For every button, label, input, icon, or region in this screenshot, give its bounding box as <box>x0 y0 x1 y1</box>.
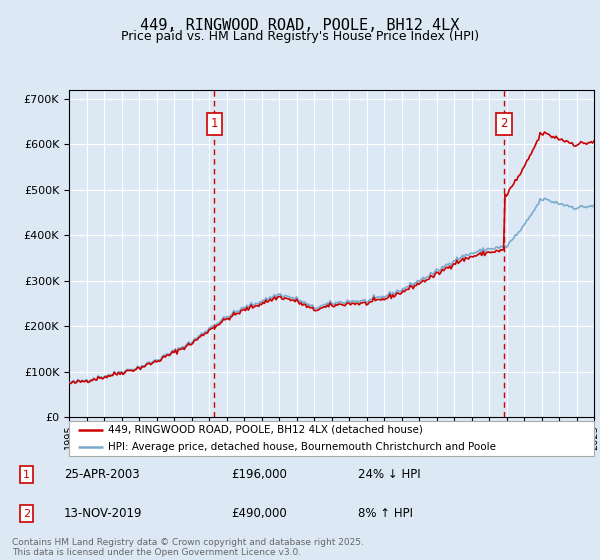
Text: 2: 2 <box>23 509 30 519</box>
Text: 13-NOV-2019: 13-NOV-2019 <box>64 507 142 520</box>
Text: 25-APR-2003: 25-APR-2003 <box>64 468 139 481</box>
Text: 2: 2 <box>500 118 508 130</box>
Text: £196,000: £196,000 <box>231 468 287 481</box>
Text: 8% ↑ HPI: 8% ↑ HPI <box>358 507 413 520</box>
Text: HPI: Average price, detached house, Bournemouth Christchurch and Poole: HPI: Average price, detached house, Bour… <box>109 442 496 452</box>
Text: Price paid vs. HM Land Registry's House Price Index (HPI): Price paid vs. HM Land Registry's House … <box>121 30 479 43</box>
Text: Contains HM Land Registry data © Crown copyright and database right 2025.
This d: Contains HM Land Registry data © Crown c… <box>12 538 364 557</box>
Text: 449, RINGWOOD ROAD, POOLE, BH12 4LX (detached house): 449, RINGWOOD ROAD, POOLE, BH12 4LX (det… <box>109 424 423 435</box>
Text: 1: 1 <box>211 118 218 130</box>
Text: 24% ↓ HPI: 24% ↓ HPI <box>358 468 420 481</box>
Text: £490,000: £490,000 <box>231 507 287 520</box>
Text: 1: 1 <box>23 470 30 479</box>
Text: 449, RINGWOOD ROAD, POOLE, BH12 4LX: 449, RINGWOOD ROAD, POOLE, BH12 4LX <box>140 18 460 33</box>
